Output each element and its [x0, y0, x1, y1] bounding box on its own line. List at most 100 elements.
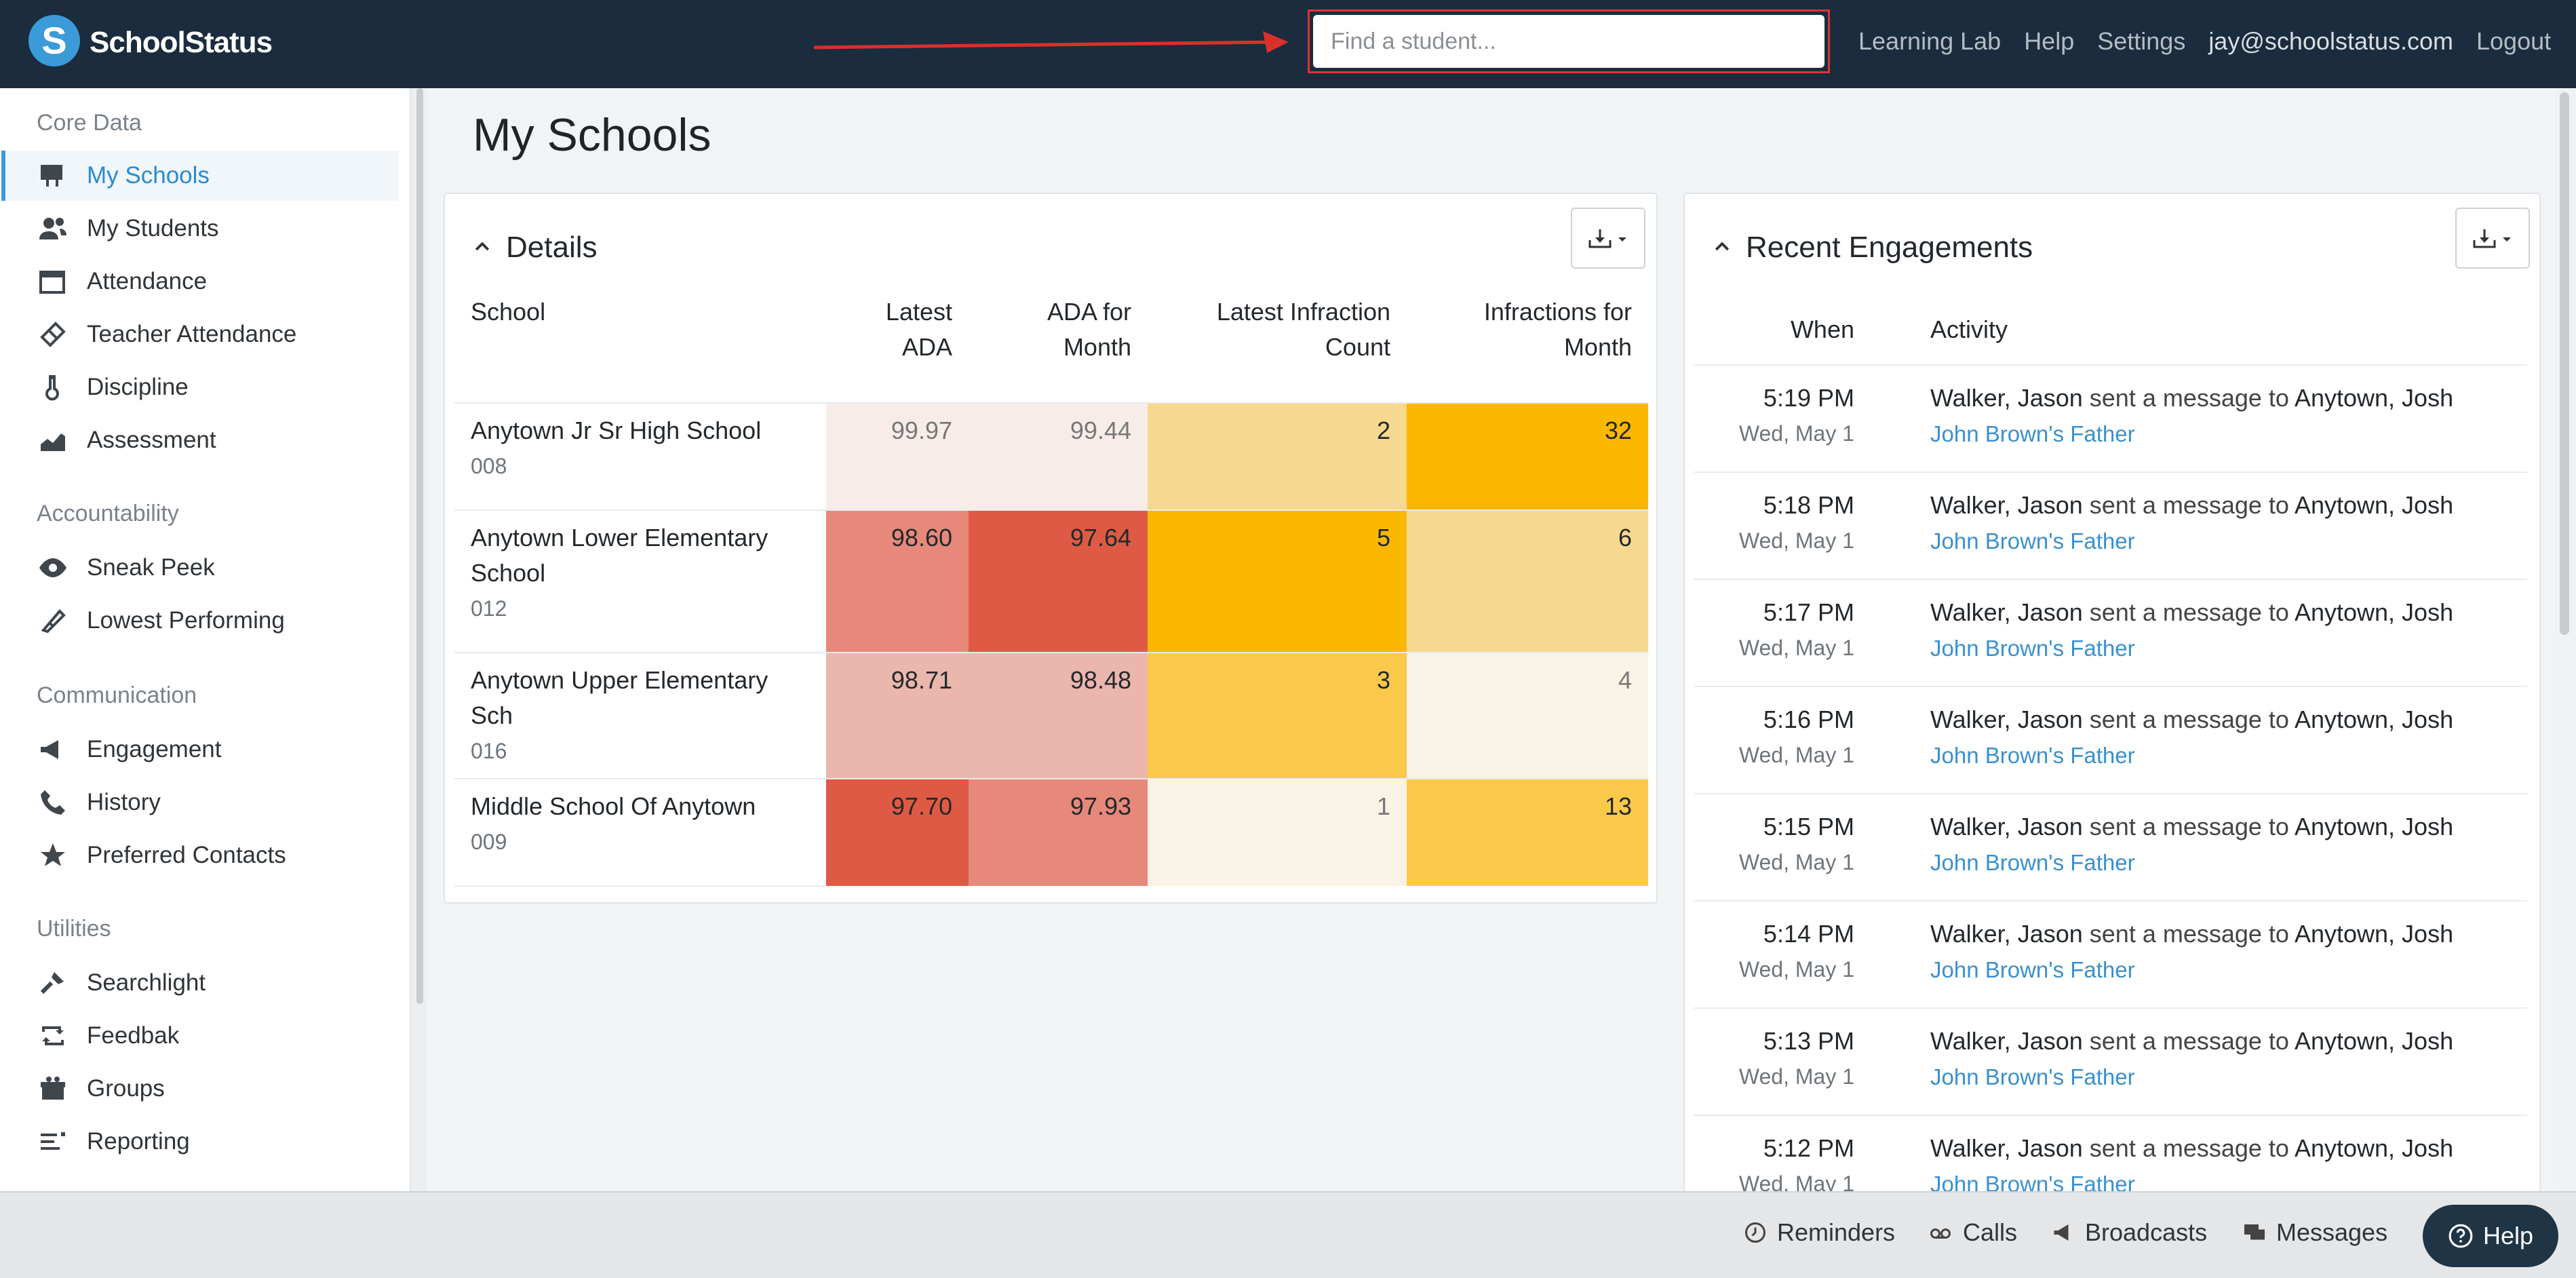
- sidebar-section-communication: Communication: [37, 682, 197, 708]
- col-ada-month[interactable]: ADA for Month: [969, 294, 1148, 403]
- schoolstatus-logo-icon[interactable]: S: [28, 15, 80, 66]
- table-row[interactable]: Middle School Of Anytown 009 97.70 97.93 …: [454, 778, 1648, 887]
- table-row[interactable]: Anytown Upper Elementary Sch 016 98.71 98…: [454, 652, 1648, 779]
- table-row[interactable]: Anytown Jr Sr High School 008 99.97 99.44…: [454, 402, 1648, 510]
- latest-ada-cell: 99.97: [826, 402, 969, 510]
- col-label: Month: [1063, 333, 1131, 361]
- brand-name[interactable]: SchoolStatus: [90, 26, 273, 59]
- table-row[interactable]: 5:14 PM Wed, May 1 Walker, Jason sent a me…: [1694, 901, 2527, 1009]
- comments-icon: [2244, 1224, 2265, 1240]
- latest-infraction-cell: 1: [1148, 778, 1407, 886]
- table-row[interactable]: 5:13 PM Wed, May 1 Walker, Jason sent a me…: [1694, 1008, 2527, 1116]
- sidebar-item-label: Engagement: [87, 736, 222, 762]
- messages-button[interactable]: Messages: [2242, 1218, 2387, 1247]
- find-student-input[interactable]: [1313, 15, 1824, 68]
- collapse-chevron-icon[interactable]: [1712, 236, 1732, 256]
- sidebar-item-lowest-performing[interactable]: Lowest Performing: [5, 596, 403, 646]
- school-cell[interactable]: Anytown Upper Elementary Sch 016: [454, 652, 826, 779]
- col-label: Infractions for: [1483, 298, 1632, 326]
- engagement-date: Wed, May 1: [1738, 850, 1854, 874]
- sidebar-item-my-schools[interactable]: My Schools: [1, 151, 399, 201]
- engagement-date: Wed, May 1: [1738, 1064, 1854, 1089]
- broadcasts-button[interactable]: Broadcasts: [2051, 1218, 2207, 1247]
- col-activity[interactable]: Activity: [1930, 294, 2527, 366]
- contact-link[interactable]: John Brown's Father: [1930, 636, 2135, 661]
- sidebar-item-discipline[interactable]: Discipline: [5, 362, 403, 412]
- sidebar-item-assessment[interactable]: Assessment: [5, 415, 403, 465]
- sidebar-item-label: Lowest Performing: [87, 607, 285, 634]
- sidebar-item-my-students[interactable]: My Students: [5, 204, 403, 254]
- activity-verb: sent a message to: [2089, 384, 2289, 412]
- school-cell[interactable]: Anytown Jr Sr High School 008: [454, 402, 826, 510]
- engagements-download-button[interactable]: [2455, 208, 2530, 269]
- top-navbar: S SchoolStatus Learning Lab Help Setting…: [0, 0, 2576, 88]
- contact-link[interactable]: John Brown's Father: [1930, 850, 2135, 875]
- col-latest-ada[interactable]: Latest ADA: [826, 294, 969, 403]
- col-latest-infraction[interactable]: Latest Infraction Count: [1148, 294, 1407, 403]
- latest-infraction-cell: 2: [1148, 402, 1407, 510]
- sidebar-item-sneak-peek[interactable]: Sneak Peek: [5, 543, 403, 593]
- activity-verb: sent a message to: [2089, 1027, 2289, 1055]
- contact-link[interactable]: John Brown's Father: [1930, 421, 2135, 446]
- sidebar-section-accountability: Accountability: [37, 501, 179, 526]
- col-label: ADA for: [1047, 298, 1131, 326]
- school-cell[interactable]: Anytown Lower Elementary School 012: [454, 509, 826, 653]
- user-email-link[interactable]: jay@schoolstatus.com: [2208, 27, 2453, 55]
- question-circle-icon: [2448, 1224, 2473, 1248]
- contact-link[interactable]: John Brown's Father: [1930, 1064, 2135, 1089]
- calls-button[interactable]: Calls: [1928, 1218, 2017, 1247]
- recent-engagements-panel: Recent Engagements When Activity 5:19 PM…: [1683, 193, 2541, 1278]
- sidebar-item-attendance[interactable]: Attendance: [5, 256, 403, 307]
- logout-link[interactable]: Logout: [2476, 27, 2552, 55]
- reminders-label: Reminders: [1777, 1218, 1896, 1246]
- sidebar-item-feedbak[interactable]: Feedbak: [5, 1011, 403, 1061]
- col-when[interactable]: When: [1694, 294, 1930, 366]
- activity-verb: sent a message to: [2089, 491, 2289, 519]
- sidebar-item-history[interactable]: History: [5, 777, 403, 828]
- retweet-icon: [42, 1026, 64, 1045]
- help-link[interactable]: Help: [2024, 27, 2075, 55]
- recipient-name: Anytown, Josh: [2294, 491, 2454, 519]
- table-row[interactable]: 5:18 PM Wed, May 1 Walker, Jason sent a me…: [1694, 472, 2527, 580]
- page-scrollbar-thumb[interactable]: [2560, 92, 2569, 635]
- clock-icon: [1745, 1222, 1765, 1243]
- sidebar: Core Data My Schools My Students Attenda…: [0, 88, 411, 1191]
- contact-link[interactable]: John Brown's Father: [1930, 957, 2135, 982]
- table-row[interactable]: 5:16 PM Wed, May 1 Walker, Jason sent a me…: [1694, 686, 2527, 794]
- learning-lab-link[interactable]: Learning Lab: [1858, 27, 2002, 55]
- help-button[interactable]: Help: [2423, 1205, 2558, 1267]
- settings-link[interactable]: Settings: [2097, 27, 2186, 55]
- contact-link[interactable]: John Brown's Father: [1930, 528, 2135, 554]
- engagement-time: 5:14 PM: [1763, 920, 1854, 948]
- col-label: Latest: [885, 298, 952, 326]
- sidebar-item-searchlight[interactable]: Searchlight: [5, 958, 403, 1008]
- sidebar-scrollbar-thumb[interactable]: [416, 88, 423, 1004]
- area-chart-icon: [41, 433, 65, 451]
- sidebar-item-teacher-attendance[interactable]: Teacher Attendance: [5, 309, 403, 360]
- voicemail-icon: [1930, 1228, 1951, 1239]
- col-infractions-month[interactable]: Infractions for Month: [1407, 294, 1648, 403]
- sidebar-item-label: Sneak Peek: [87, 554, 215, 581]
- sidebar-item-reporting[interactable]: Reporting: [5, 1117, 403, 1167]
- sidebar-item-preferred-contacts[interactable]: Preferred Contacts: [5, 830, 403, 880]
- sidebar-scrollbar[interactable]: [411, 88, 427, 1191]
- collapse-chevron-icon[interactable]: [472, 236, 492, 256]
- table-row[interactable]: 5:15 PM Wed, May 1 Walker, Jason sent a me…: [1694, 794, 2527, 902]
- sidebar-item-groups[interactable]: Groups: [5, 1064, 403, 1114]
- latest-infraction-cell: 3: [1148, 652, 1407, 779]
- recipient-name: Anytown, Josh: [2294, 598, 2454, 626]
- sidebar-item-label: Teacher Attendance: [87, 321, 297, 347]
- reminders-button[interactable]: Reminders: [1743, 1218, 1895, 1247]
- details-download-button[interactable]: [1571, 208, 1645, 269]
- school-cell[interactable]: Middle School Of Anytown 009: [454, 778, 826, 887]
- contact-link[interactable]: John Brown's Father: [1930, 743, 2135, 768]
- details-panel-title: Details: [506, 231, 598, 264]
- page-scrollbar[interactable]: [2554, 88, 2576, 1191]
- table-row[interactable]: Anytown Lower Elementary School 012 98.60…: [454, 509, 1648, 653]
- table-row[interactable]: 5:17 PM Wed, May 1 Walker, Jason sent a me…: [1694, 579, 2527, 687]
- school-name: Anytown Upper Elementary Sch: [471, 666, 768, 729]
- sidebar-item-engagement[interactable]: Engagement: [5, 724, 403, 775]
- table-row[interactable]: 5:19 PM Wed, May 1 Walker, Jason sent a me…: [1694, 365, 2527, 473]
- infractions-month-cell: 32: [1407, 402, 1648, 510]
- col-school[interactable]: School: [454, 294, 826, 403]
